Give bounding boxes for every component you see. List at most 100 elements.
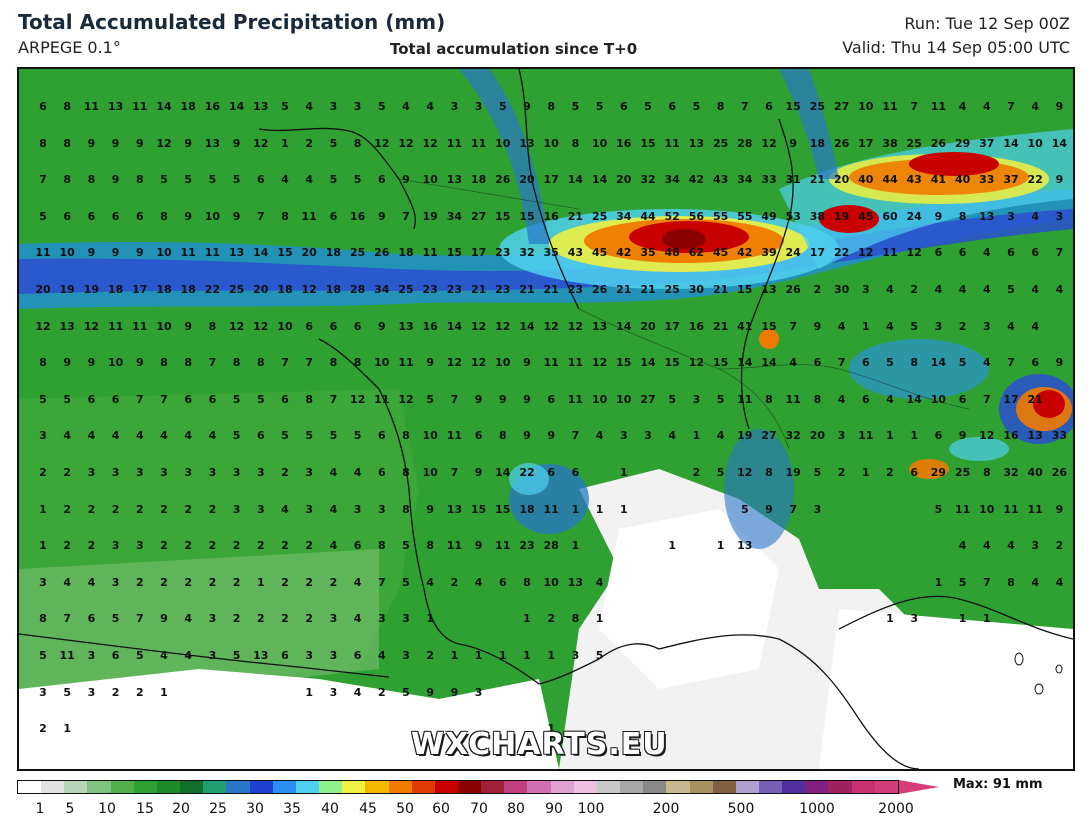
grid-value: 6 xyxy=(619,100,628,113)
grid-value: 9 xyxy=(111,246,120,260)
grid-value: 2 xyxy=(256,612,265,626)
grid-value: 3 xyxy=(353,100,362,113)
grid-value: 15 xyxy=(470,502,487,516)
precipitation-map[interactable]: 6 8 11 13 11 14 18 16 14 13 5 4 3 3 5 4 4 3 3 5 9 8 5 5 6 5 6 5 8 7 6 1… xyxy=(17,67,1075,771)
run-label: Run: Tue 12 Sep 00Z xyxy=(904,14,1070,33)
grid-value: 4 xyxy=(837,392,846,406)
grid-value: 2 xyxy=(547,612,556,626)
grid-value: 9 xyxy=(523,356,531,370)
grid-value: 9 xyxy=(63,356,72,370)
grid-value: 9 xyxy=(426,685,435,699)
grid-value: 6 xyxy=(87,392,96,406)
grid-value: 13 xyxy=(253,100,269,113)
grid-value: 20 xyxy=(616,173,632,187)
legend-swatch xyxy=(573,781,597,793)
grid-value: 5 xyxy=(39,649,47,662)
grid-value: 14 xyxy=(930,356,947,370)
grid-value: 1 xyxy=(426,612,435,626)
grid-value: 48 xyxy=(664,246,680,260)
grid-value: 11 xyxy=(398,356,414,370)
grid-value: 5 xyxy=(232,173,241,187)
grid-value: 1 xyxy=(595,502,604,516)
grid-value: 11 xyxy=(737,392,753,406)
grid-value: 10 xyxy=(59,246,75,260)
grid-value: 12 xyxy=(761,136,777,150)
grid-value: 2 xyxy=(135,575,144,589)
grid-value: 1 xyxy=(934,575,943,589)
grid-value: 9 xyxy=(87,356,96,370)
grid-value: 34 xyxy=(446,209,463,223)
grid-value: 4 xyxy=(426,100,435,113)
grid-value: 26 xyxy=(374,246,390,260)
legend-color-bar xyxy=(17,780,899,794)
grid-value: 11 xyxy=(107,319,124,333)
grid-value: 11 xyxy=(35,246,51,260)
grid-value: 14 xyxy=(761,356,777,370)
grid-value: 11 xyxy=(59,649,75,662)
legend-swatch xyxy=(527,781,551,793)
grid-value: 34 xyxy=(737,173,753,187)
grid-value: 14 xyxy=(446,319,463,333)
legend-swatch xyxy=(133,781,157,793)
grid-value: 7 xyxy=(982,575,991,589)
grid-value: 13 xyxy=(567,575,584,589)
grid-value: 2 xyxy=(135,685,144,699)
grid-value: 38 xyxy=(882,136,898,150)
grid-value: 1 xyxy=(619,502,628,516)
grid-value: 10 xyxy=(107,356,124,370)
grid-value: 5 xyxy=(111,612,120,626)
grid-value: 11 xyxy=(858,429,874,443)
grid-value: 2 xyxy=(184,502,193,516)
grid-value: 5 xyxy=(668,392,677,406)
grid-value: 3 xyxy=(837,429,846,443)
grid-value: 4 xyxy=(1031,100,1040,113)
grid-value: 1 xyxy=(668,539,677,553)
grid-value: 2 xyxy=(111,685,120,699)
grid-value: 8 xyxy=(498,429,507,443)
legend-swatch xyxy=(504,781,528,793)
grid-value: 2 xyxy=(910,283,919,296)
grid-value: 9 xyxy=(450,685,459,699)
grid-value: 12 xyxy=(567,319,584,333)
grid-value: 3 xyxy=(208,649,217,662)
grid-value: 23 xyxy=(446,283,463,296)
grid-value: 4 xyxy=(982,356,991,370)
grid-value: 30 xyxy=(833,283,850,296)
grid-value: 5 xyxy=(402,539,410,553)
grid-value: 34 xyxy=(374,283,390,296)
grid-value: 45 xyxy=(712,246,729,260)
grid-value: 6 xyxy=(813,356,822,370)
grid-value: 33 xyxy=(979,173,995,187)
grid-value: 11 xyxy=(446,539,463,553)
grid-value: 5 xyxy=(692,100,701,113)
grid-value: 26 xyxy=(930,136,947,150)
legend-swatch xyxy=(666,781,690,793)
grid-value: 6 xyxy=(377,429,386,443)
grid-value: 16 xyxy=(422,319,438,333)
grid-value: 5 xyxy=(595,100,604,113)
grid-value: 7 xyxy=(377,575,386,589)
grid-value: 3 xyxy=(329,612,338,626)
grid-value: 18 xyxy=(180,283,196,296)
grid-value: 5 xyxy=(256,392,265,406)
grid-value: 5 xyxy=(208,173,217,187)
grid-value: 5 xyxy=(644,100,652,113)
grid-value: 3 xyxy=(402,612,410,626)
legend-swatch xyxy=(411,781,435,793)
grid-value: 2 xyxy=(208,539,217,553)
grid-value: 5 xyxy=(910,319,919,333)
grid-value: 7 xyxy=(789,319,798,333)
grid-value: 3 xyxy=(87,685,96,699)
grid-value: 7 xyxy=(281,356,289,370)
grid-value: 33 xyxy=(1051,429,1068,443)
grid-value: 8 xyxy=(958,209,967,223)
grid-value: 11 xyxy=(132,319,148,333)
grid-value: 28 xyxy=(737,136,753,150)
grid-value: 9 xyxy=(1055,502,1064,516)
grid-value: 12 xyxy=(156,136,172,150)
legend-tick-label: 45 xyxy=(359,801,377,817)
grid-value: 9 xyxy=(184,136,193,150)
grid-value: 2 xyxy=(837,466,846,479)
grid-value: 6 xyxy=(547,392,556,406)
grid-value: 1 xyxy=(571,502,580,516)
